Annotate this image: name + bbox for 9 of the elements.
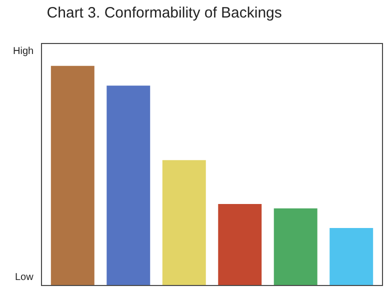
text: High [13, 46, 34, 57]
annotation: Low [15, 272, 34, 283]
bar [106, 86, 150, 285]
bar [50, 66, 94, 285]
bar [218, 204, 262, 285]
bar [330, 228, 374, 285]
bar [274, 208, 318, 285]
chart-title: Chart 3. Conformability of Backings [46, 4, 282, 22]
bar [162, 160, 206, 285]
